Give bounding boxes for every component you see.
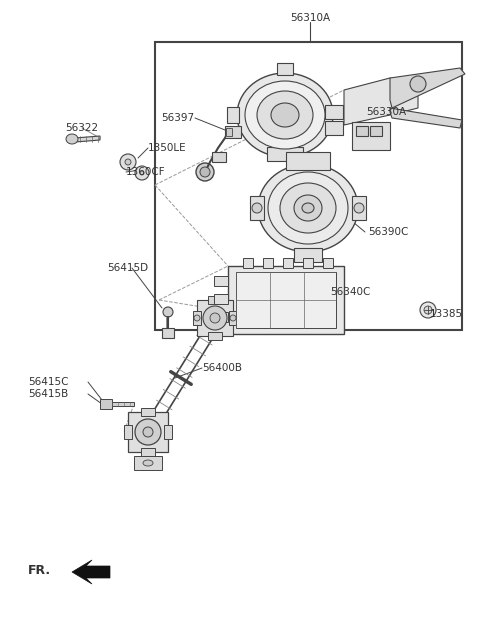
Text: 56400B: 56400B	[202, 363, 242, 373]
Text: 56397: 56397	[161, 113, 194, 123]
Ellipse shape	[135, 419, 161, 445]
Bar	[162, 328, 174, 338]
Text: 56390C: 56390C	[368, 227, 408, 237]
Bar	[197, 300, 233, 336]
Ellipse shape	[203, 306, 227, 330]
Ellipse shape	[143, 460, 153, 466]
Bar	[229, 311, 237, 325]
Ellipse shape	[135, 166, 149, 180]
Ellipse shape	[163, 307, 173, 317]
Bar	[286, 152, 330, 170]
Ellipse shape	[294, 195, 322, 221]
Ellipse shape	[66, 134, 78, 144]
Bar	[100, 399, 112, 409]
Bar	[212, 152, 226, 162]
Ellipse shape	[258, 164, 358, 252]
Ellipse shape	[268, 172, 348, 244]
Bar	[155, 42, 462, 330]
Ellipse shape	[252, 203, 262, 213]
Ellipse shape	[280, 183, 336, 233]
Ellipse shape	[125, 159, 131, 165]
Ellipse shape	[302, 203, 314, 213]
Ellipse shape	[420, 302, 436, 318]
Bar	[236, 272, 336, 328]
Text: 1350LE: 1350LE	[148, 143, 187, 153]
Polygon shape	[344, 78, 418, 125]
Ellipse shape	[143, 427, 153, 437]
Bar	[325, 121, 343, 135]
Bar	[134, 456, 162, 470]
Bar	[141, 448, 155, 456]
Bar	[267, 147, 303, 161]
Text: 13385: 13385	[430, 309, 463, 319]
Bar	[352, 122, 390, 150]
Bar	[214, 276, 228, 286]
Bar	[263, 258, 273, 268]
Bar	[193, 311, 201, 325]
Bar	[323, 258, 333, 268]
Bar	[325, 105, 343, 119]
Bar	[294, 248, 322, 262]
Bar	[128, 412, 168, 452]
Bar	[243, 258, 253, 268]
Ellipse shape	[257, 91, 313, 139]
Bar	[250, 196, 264, 220]
Bar	[283, 258, 293, 268]
Bar	[356, 126, 368, 136]
Bar	[208, 296, 222, 304]
Bar	[277, 63, 293, 75]
Bar	[214, 312, 228, 322]
Text: 56310A: 56310A	[290, 13, 330, 23]
Bar	[352, 196, 366, 220]
Polygon shape	[390, 108, 462, 128]
Bar	[225, 126, 241, 138]
Ellipse shape	[200, 167, 210, 177]
Bar	[226, 128, 232, 136]
Ellipse shape	[271, 103, 299, 127]
Ellipse shape	[230, 315, 236, 321]
Text: 1360CF: 1360CF	[126, 167, 166, 177]
Ellipse shape	[194, 315, 200, 321]
Text: 56415C: 56415C	[28, 377, 69, 387]
Polygon shape	[236, 272, 336, 296]
Ellipse shape	[424, 306, 432, 314]
Ellipse shape	[196, 163, 214, 181]
Polygon shape	[110, 402, 134, 406]
Bar	[208, 332, 222, 340]
Text: 56340C: 56340C	[330, 287, 371, 297]
Bar	[124, 425, 132, 439]
Text: 56322: 56322	[65, 123, 98, 133]
Bar	[228, 266, 344, 334]
Polygon shape	[390, 68, 465, 108]
Bar	[164, 425, 172, 439]
Bar	[303, 258, 313, 268]
Bar	[227, 107, 239, 123]
Ellipse shape	[354, 203, 364, 213]
Ellipse shape	[210, 313, 220, 323]
Ellipse shape	[245, 81, 325, 149]
Bar	[141, 408, 155, 416]
Bar	[214, 294, 228, 304]
Polygon shape	[72, 560, 110, 584]
Text: 56415D: 56415D	[108, 263, 149, 273]
Text: 56330A: 56330A	[366, 107, 406, 117]
Ellipse shape	[140, 171, 144, 175]
Bar	[370, 126, 382, 136]
Text: FR.: FR.	[28, 563, 51, 577]
Text: 56415B: 56415B	[28, 389, 68, 399]
Ellipse shape	[237, 73, 333, 157]
Polygon shape	[75, 136, 100, 142]
Ellipse shape	[120, 154, 136, 170]
Ellipse shape	[410, 76, 426, 92]
